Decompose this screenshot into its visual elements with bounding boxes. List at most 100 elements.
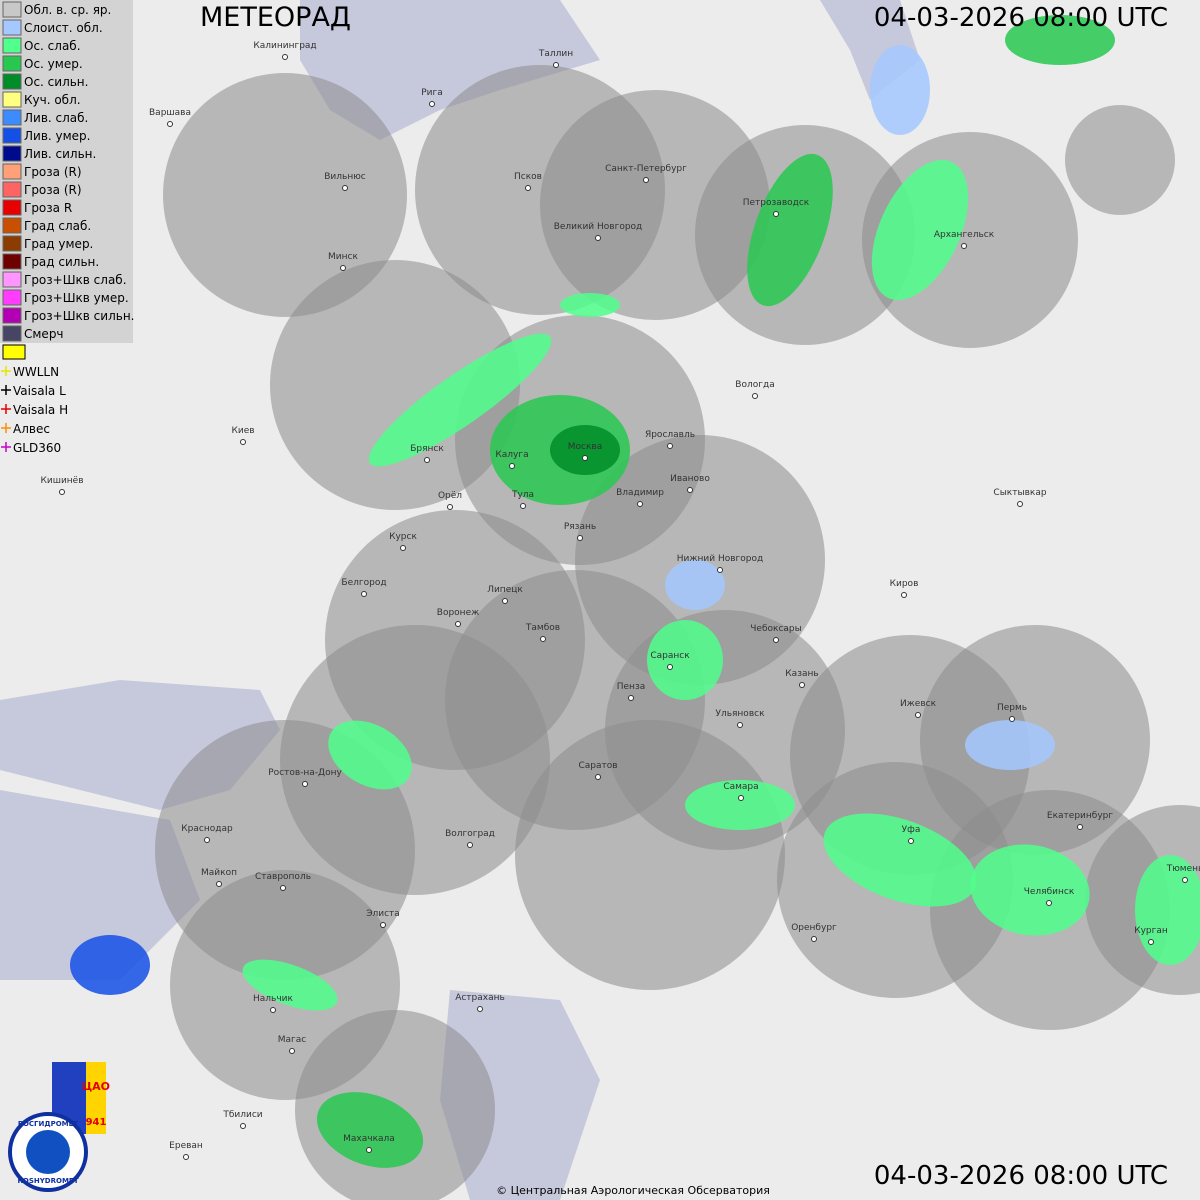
- echo-area: [70, 935, 150, 995]
- city-label: Челябинск: [1024, 887, 1075, 897]
- lightning-legend: WWLLN Vaisala L Vaisala H Алвес GLD360: [1, 365, 68, 455]
- city-label: Саранск: [650, 651, 690, 661]
- city-dot: [717, 567, 723, 573]
- legend-label: Лив. сильн.: [24, 147, 96, 161]
- city-label: Санкт-Петербург: [605, 164, 687, 174]
- legend-swatch: [2, 235, 22, 252]
- city-label: Тюмень: [1166, 864, 1200, 874]
- legend-swatch: [2, 127, 22, 144]
- city-label: Чебоксары: [750, 624, 801, 634]
- city-dot: [637, 501, 643, 507]
- city-label: Киев: [231, 426, 254, 436]
- city-dot: [1017, 501, 1023, 507]
- logo-text: РОСГИДРОМЕТ: [18, 1120, 79, 1128]
- city-dot: [595, 235, 601, 241]
- city-label: Махачкала: [343, 1134, 395, 1144]
- city-dot: [773, 211, 779, 217]
- legend-swatch: [2, 163, 22, 180]
- city-dot: [915, 712, 921, 718]
- city-label: Уфа: [902, 825, 921, 835]
- legend-label: Град умер.: [24, 237, 93, 251]
- legend-swatch: [2, 307, 22, 324]
- radar-circle: [163, 73, 407, 317]
- city-dot: [302, 781, 308, 787]
- city-label: Петрозаводск: [743, 198, 810, 208]
- city-dot: [366, 1147, 372, 1153]
- city-label: Тамбов: [525, 623, 560, 633]
- city-dot: [240, 439, 246, 445]
- city-label: Курск: [389, 532, 417, 542]
- city-dot: [667, 443, 673, 449]
- city-label: Рига: [421, 88, 443, 98]
- city-label: Пенза: [617, 682, 646, 692]
- legend-swatch: [2, 73, 22, 90]
- legend-label: Гроз+Шкв слаб.: [24, 273, 127, 287]
- city-label: Калининград: [253, 41, 316, 51]
- city-label: Ставрополь: [255, 872, 311, 882]
- title: МЕТЕОРАД: [200, 2, 351, 33]
- city-dot: [429, 101, 435, 107]
- echo-area: [665, 560, 725, 610]
- city-label: Липецк: [487, 585, 523, 595]
- city-label: Владимир: [616, 488, 664, 498]
- city-dot: [961, 243, 967, 249]
- echo-area: [328, 720, 412, 790]
- city-dot: [509, 463, 515, 469]
- city-label: Ярославль: [645, 430, 695, 440]
- city-dot: [687, 487, 693, 493]
- city-label: Сыктывкар: [993, 488, 1046, 498]
- logo-text: 941: [86, 1117, 107, 1128]
- city-dot: [577, 535, 583, 541]
- city-label: Таллин: [538, 49, 573, 59]
- city-label: Екатеринбург: [1047, 811, 1113, 821]
- city-label: Ижевск: [900, 699, 937, 709]
- lightning-label: Vaisala L: [13, 384, 66, 398]
- city-dot: [643, 177, 649, 183]
- echo-area: [560, 293, 620, 317]
- radar-circle: [1065, 105, 1175, 215]
- city-dot: [477, 1006, 483, 1012]
- cities: Калининград Таллин Рига Варшава Вильнюс Псков…: [40, 41, 1200, 1160]
- legend-swatch: [2, 289, 22, 306]
- city-label: Кишинёв: [40, 476, 83, 486]
- city-label: Пермь: [997, 703, 1027, 713]
- legend-label: Смерч: [24, 327, 64, 341]
- city-label: Псков: [514, 172, 542, 182]
- legend-swatch: [2, 181, 22, 198]
- lightning-marker: [1, 366, 11, 376]
- legend-label: Лив. слаб.: [24, 111, 88, 125]
- city-label: Саратов: [578, 761, 617, 771]
- legend-swatch: [2, 199, 22, 216]
- legend-label: Град слаб.: [24, 219, 91, 233]
- city-dot: [1182, 877, 1188, 883]
- legend-label: Гроза R: [24, 201, 72, 215]
- city-dot: [595, 774, 601, 780]
- city-dot: [400, 545, 406, 551]
- lightning-marker: [1, 385, 11, 395]
- legend-label: Ос. умер.: [24, 57, 83, 71]
- city-label: Иваново: [670, 474, 710, 484]
- echo-area: [870, 45, 930, 135]
- city-dot: [1009, 716, 1015, 722]
- radar-circle: [515, 720, 785, 990]
- city-label: Ереван: [169, 1141, 203, 1151]
- city-label: Брянск: [410, 444, 444, 454]
- city-dot: [901, 592, 907, 598]
- lightning-label: Vaisala H: [13, 403, 68, 417]
- logo-flag: [86, 1062, 106, 1134]
- echo-area: [1005, 15, 1115, 65]
- legend: Обл. в. ср. яр. Слоист. обл. Ос. слаб. Ос. …: [2, 1, 134, 342]
- legend-label: Гроз+Шкв сильн.: [24, 309, 134, 323]
- city-dot: [340, 265, 346, 271]
- city-label: Тбилиси: [222, 1110, 262, 1120]
- city-label: Вологда: [735, 380, 774, 390]
- city-label: Архангельск: [934, 230, 995, 240]
- echo-area: [747, 153, 833, 307]
- city-dot: [752, 393, 758, 399]
- city-label: Минск: [328, 252, 358, 262]
- city-label: Рязань: [564, 522, 596, 532]
- city-dot: [908, 838, 914, 844]
- echo-area: [871, 159, 969, 301]
- city-dot: [183, 1154, 189, 1160]
